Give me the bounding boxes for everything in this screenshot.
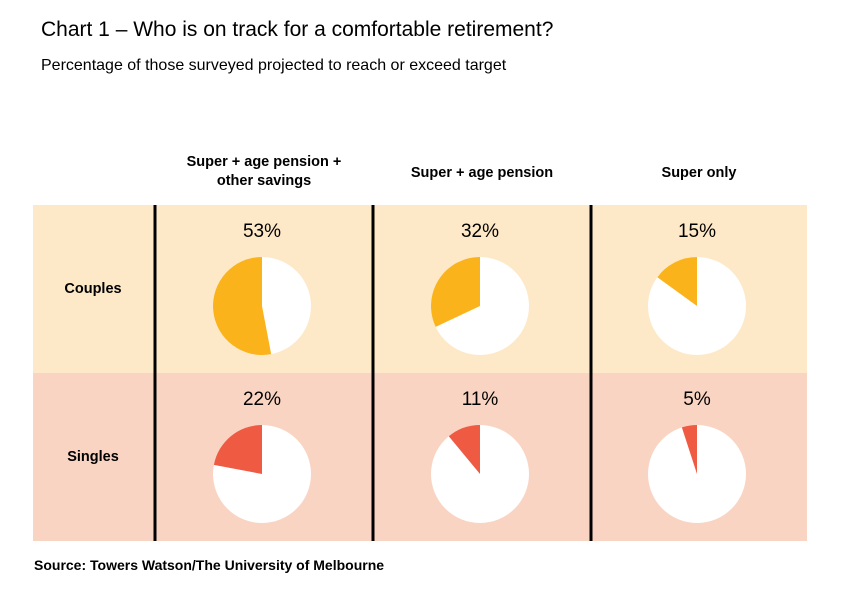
column-header: other savings	[217, 173, 311, 189]
column-header: Super only	[662, 165, 737, 181]
data-label: 53%	[243, 221, 281, 242]
pie-slice	[681, 425, 697, 474]
data-label: 15%	[678, 221, 716, 242]
pie-slice	[213, 257, 272, 355]
row-label: Couples	[64, 281, 121, 297]
data-label: 5%	[683, 389, 711, 410]
column-divider	[153, 205, 157, 541]
source-note: Source: Towers Watson/The University of …	[34, 557, 385, 573]
column-divider	[371, 205, 375, 541]
pie-slice	[213, 425, 262, 474]
column-header: Super + age pension	[411, 165, 553, 181]
column-divider	[589, 205, 593, 541]
chart-title: Chart 1 – Who is on track for a comforta…	[41, 18, 554, 41]
pie-slice	[448, 425, 480, 474]
row-label: Singles	[67, 449, 119, 465]
column-header: Super + age pension +	[187, 154, 342, 170]
data-label: 11%	[462, 389, 499, 410]
chart-subtitle: Percentage of those surveyed projected t…	[41, 57, 507, 74]
data-label: 22%	[243, 389, 281, 410]
data-label: 32%	[461, 221, 499, 242]
pie-slice	[657, 257, 697, 306]
pie-slice	[430, 257, 480, 327]
